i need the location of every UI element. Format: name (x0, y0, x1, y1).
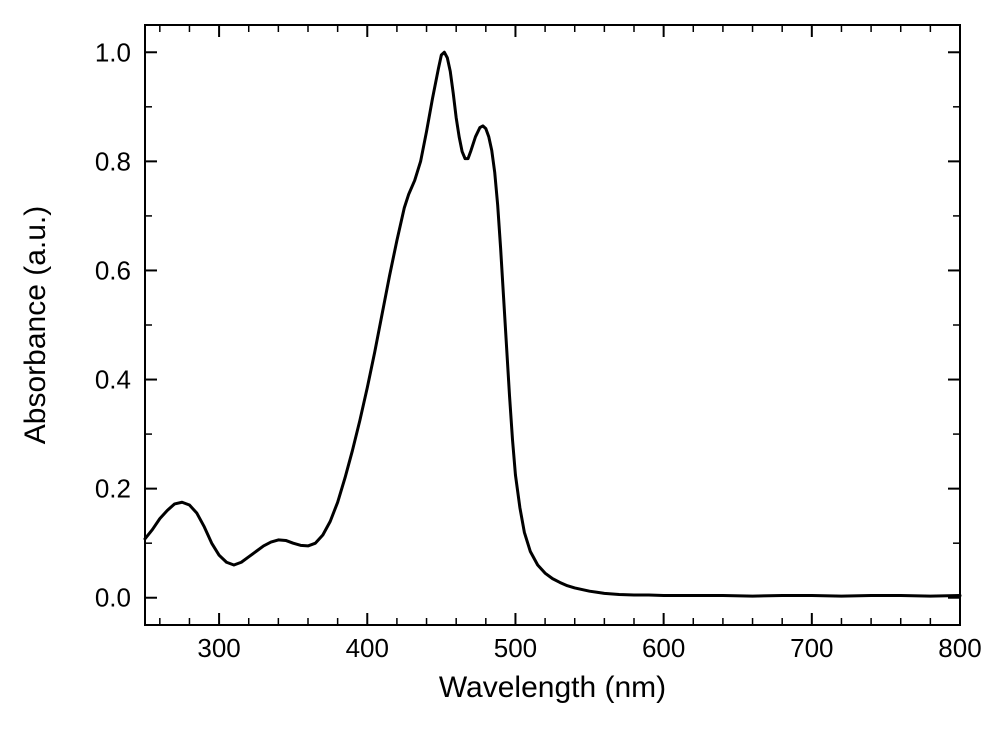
y-tick-label: 0.6 (95, 255, 131, 285)
y-tick-label: 0.8 (95, 146, 131, 176)
x-tick-label: 600 (642, 633, 685, 663)
y-tick-label: 0.4 (95, 365, 131, 395)
plot-border (145, 25, 960, 625)
chart-svg: 300 400 500 600 700 800 Wavelength (nm) 0.0 0.2 0… (0, 0, 1000, 737)
x-axis-label: Wavelength (nm) (439, 671, 666, 704)
y-tick-label: 0.0 (95, 583, 131, 613)
y-tick-label: 0.2 (95, 474, 131, 504)
y-tick-label: 1.0 (95, 37, 131, 67)
absorbance-chart: 300 400 500 600 700 800 Wavelength (nm) 0.0 0.2 0… (0, 0, 1000, 737)
y-axis-label: Absorbance (a.u.) (19, 206, 52, 444)
x-tick-label: 300 (197, 633, 240, 663)
absorbance-series (145, 52, 960, 596)
x-tick-label: 500 (494, 633, 537, 663)
x-tick-label: 700 (790, 633, 833, 663)
x-tick-label: 400 (346, 633, 389, 663)
x-tick-label: 800 (938, 633, 981, 663)
